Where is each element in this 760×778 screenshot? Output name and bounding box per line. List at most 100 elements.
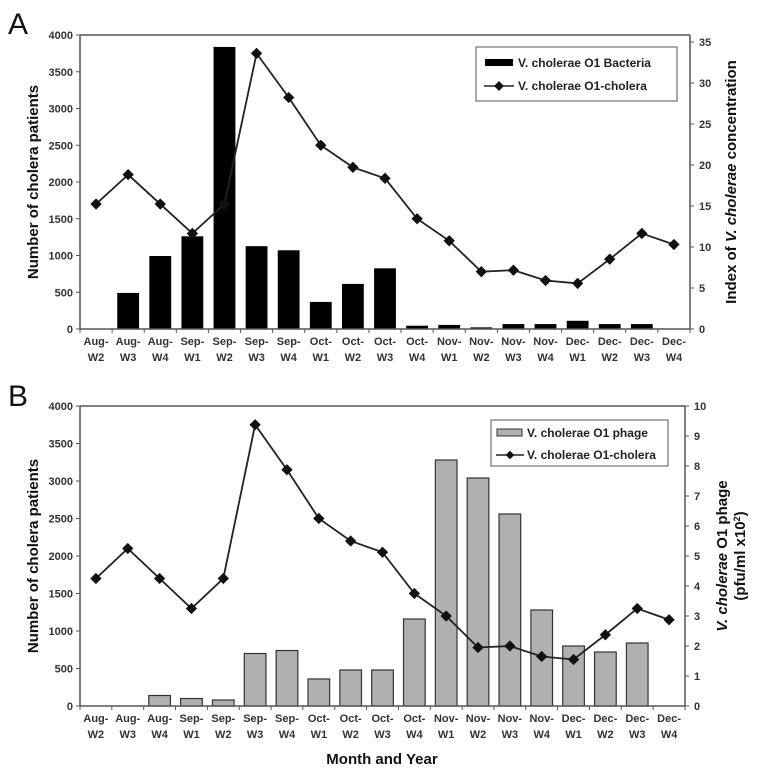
y-tick-label-right-b: 9 [694, 431, 700, 443]
bar-b [180, 697, 203, 707]
y-axis-label-right-a-part2: V. cholerae [723, 164, 740, 243]
y-tick-label-right-b: 10 [694, 401, 706, 413]
x-tick-label-b: Sep-W4 [275, 713, 299, 741]
y-axis-label-left-b: Number of cholera patients [25, 459, 42, 653]
y-tick-label-right-a: 10 [699, 242, 711, 254]
y-tick-label-right-a: 20 [699, 160, 711, 172]
x-tick-label-a: Nov-W1 [437, 336, 462, 364]
line-point-a [154, 198, 166, 210]
x-tick-label-b: Dec-W3 [625, 713, 649, 741]
line-point-b [185, 602, 198, 615]
line-point-a [475, 266, 487, 278]
y-tick-label-right-b: 6 [694, 521, 700, 533]
y-axis-label-right-b-sup: 2 [732, 516, 742, 521]
line-point-b [408, 587, 420, 600]
y-tick-label-right-a: 30 [699, 78, 711, 90]
y-tick-label-right-b: 3 [694, 611, 700, 623]
line-point-b [472, 641, 484, 654]
bar-a [630, 324, 653, 329]
line-point-a [218, 198, 231, 210]
bar-a [181, 236, 204, 329]
bar-a [470, 327, 493, 329]
chart-a: A Number of cholera patients Index of V.… [8, 8, 740, 364]
bar-b [466, 477, 490, 707]
panel-label-b: B [8, 380, 28, 413]
y-tick-label-left-a: 1000 [49, 251, 73, 263]
x-tick-label-b: Nov-W3 [498, 713, 523, 741]
y-axis-label-right-a: Index of V. cholerae concentration [723, 60, 740, 304]
bar-b [275, 649, 299, 707]
x-tick-label-b: Nov-W1 [434, 713, 459, 741]
y-axis-label-right-a-part3: concentration [723, 60, 740, 163]
x-tick-label-a: Dec-W2 [598, 336, 622, 364]
x-tick-label-a: Oct-W2 [342, 336, 364, 364]
line-point-b [217, 572, 229, 585]
y-tick-label-left-a: 2000 [49, 177, 73, 189]
x-tick-label-b: Nov-W4 [529, 713, 554, 741]
y-tick-label-left-b: 2000 [49, 551, 73, 563]
line-point-b [153, 572, 166, 585]
x-tick-label-a: Sep-W2 [213, 336, 237, 364]
line-point-a [315, 139, 327, 151]
x-tick-label-b: Nov-W2 [466, 713, 491, 741]
bar-a [117, 292, 140, 329]
bar-b [593, 651, 617, 707]
bar-a [309, 301, 332, 329]
y-tick-label-left-a: 2500 [49, 140, 73, 152]
line-point-b [281, 464, 293, 476]
y-axis-label-left-a: Number of cholera patients [25, 85, 42, 279]
bar-b [434, 459, 458, 707]
y-tick-label-left-b: 2500 [49, 514, 73, 526]
line-point-a [636, 227, 648, 240]
y-tick-label-left-a: 1500 [49, 214, 73, 226]
bar-a [566, 320, 589, 329]
line-point-a [186, 227, 199, 240]
y-tick-label-left-a: 3000 [49, 104, 73, 116]
x-tick-label-b: Oct-W3 [372, 713, 394, 741]
y-tick-label-left-b: 4000 [49, 401, 73, 413]
x-tick-label-a: Nov-W2 [469, 336, 494, 364]
x-tick-label-a: Aug-W3 [116, 336, 141, 364]
y-axis-label-right-b-part2: O1 phage [714, 480, 731, 553]
x-tick-label-a: Sep-W4 [277, 336, 301, 364]
x-axis-label-b: Month and Year [326, 751, 438, 768]
x-tick-label-a: Sep-W3 [245, 336, 269, 364]
x-tick-label-b: Sep-W2 [211, 713, 235, 741]
legend-b-bar-swatch [496, 428, 523, 437]
y-tick-label-left-a: 500 [55, 287, 73, 299]
legend-a-box [475, 46, 678, 102]
x-tick-label-a: Oct-W1 [310, 336, 332, 364]
line-point-a [411, 213, 423, 225]
x-tick-label-b: Sep-W3 [243, 713, 267, 741]
line-point-b [599, 629, 612, 641]
line-point-b [504, 640, 516, 652]
y-axis-label-right-b-unit: (pfu/ml x10 [732, 521, 749, 600]
line-point-b [376, 546, 389, 558]
bar-b [402, 618, 426, 707]
bar-a [149, 256, 172, 329]
y-tick-label-right-a: 0 [699, 324, 705, 336]
x-tick-label-b: Aug-W4 [147, 713, 172, 741]
bar-b [211, 699, 235, 707]
x-tick-label-b: Oct-W4 [403, 713, 425, 741]
bar-a [438, 324, 461, 329]
bar-b [243, 652, 267, 707]
bar-a [502, 324, 525, 329]
line-point-b [663, 614, 675, 626]
x-tick-label-b: Dec-W4 [657, 713, 681, 741]
y-tick-label-left-b: 500 [55, 664, 73, 676]
y-tick-label-right-b: 4 [694, 581, 701, 593]
bar-b [339, 669, 363, 707]
legend-b-line-label: V. cholerae O1-cholera [527, 448, 656, 462]
bar-b [625, 642, 649, 707]
legend-a-bar-swatch [485, 59, 513, 66]
line-point-b [631, 602, 643, 615]
legend-b-box [490, 419, 669, 467]
y-tick-label-right-a: 35 [699, 37, 711, 49]
y-tick-label-right-b: 1 [694, 671, 700, 683]
bar-a [374, 268, 396, 329]
y-tick-label-right-a: 15 [699, 201, 711, 213]
legend-a: V. cholerae O1 Bacteria V. cholerae O1-c… [475, 46, 678, 102]
bar-a [406, 325, 429, 329]
bar-a [245, 246, 268, 329]
